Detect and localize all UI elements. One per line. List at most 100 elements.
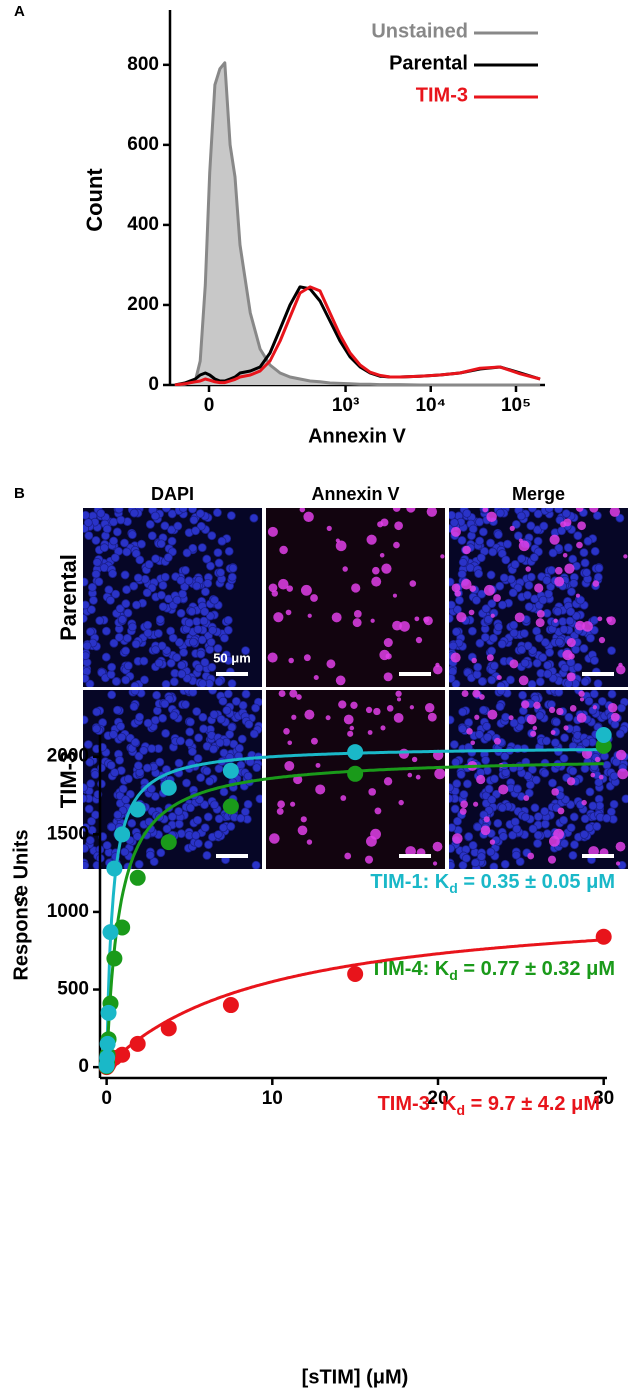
nucleus [539,521,549,531]
nucleus [243,799,253,809]
nucleus [145,519,155,529]
scale-bar [216,854,248,858]
nucleus [196,521,206,531]
annexin-cell [530,730,537,737]
nucleus [83,641,92,651]
panel-label: B [14,485,25,502]
nucleus [143,620,153,630]
nucleus [92,557,102,567]
nucleus [569,578,579,588]
annexin-cell [427,712,437,722]
nucleus [179,648,189,657]
nucleus [156,848,166,858]
nucleus [472,670,482,679]
annexin-cell [368,788,376,796]
point [99,1035,116,1052]
micrograph [83,508,262,687]
nucleus [158,581,168,590]
nucleus [123,633,132,643]
annexin-cell [353,609,362,618]
nucleus [495,702,505,711]
fit-subscript: d [456,1102,465,1118]
nucleus [472,595,481,605]
nucleus [540,638,550,647]
annexin-cell [374,807,382,815]
nucleus [538,595,548,605]
annexin-cell [454,590,462,597]
nucleus [570,840,579,850]
nucleus [510,817,520,827]
annexin-cell [279,545,288,555]
annexin-cell [623,554,628,559]
fit-annotation: TIM-4: Kd = 0.77 ± 0.32 μM [370,958,615,982]
nucleus [135,712,144,722]
nucleus [453,816,462,826]
annexin-cell [461,690,469,698]
micrograph [449,690,628,869]
nucleus [131,639,141,649]
nucleus [509,620,519,630]
annexin-cell [518,675,529,686]
nucleus [453,605,462,615]
annexin-cell [509,659,519,669]
nucleus [468,626,477,636]
scale-bar [216,672,248,676]
annexin-cell [267,526,278,537]
x-tick-label: 10⁵ [501,395,531,416]
nucleus [548,778,557,788]
nucleus [594,563,604,573]
nucleus [486,570,496,580]
annexin-cell [372,566,380,575]
nucleus [142,588,152,598]
nucleus [557,526,566,536]
nucleus [208,625,218,635]
nucleus [489,633,498,643]
nucleus [449,510,456,520]
nucleus [496,681,506,687]
nucleus [493,530,503,540]
nucleus [102,841,112,850]
annexin-cell [434,768,445,780]
nucleus [117,732,127,742]
nucleus [198,679,207,687]
nucleus [214,677,224,687]
nucleus [145,850,155,860]
point [114,826,131,843]
point [222,762,239,779]
nucleus [475,730,484,739]
nucleus [602,813,612,823]
nucleus [83,518,93,528]
nucleus [168,633,178,643]
nucleus [449,783,454,793]
nucleus [455,595,464,605]
nucleus [191,526,200,536]
annexin-cell [548,706,556,714]
nucleus [497,639,507,649]
nucleus [535,677,545,687]
nucleus [223,625,233,635]
nucleus [543,669,553,679]
legend-label: TIM-3 [416,84,468,106]
annexin-cell [370,618,375,623]
nucleus [569,812,579,822]
nucleus [576,595,585,605]
nucleus [224,546,234,556]
nucleus [83,614,88,623]
nucleus [471,858,480,868]
annexin-cell [300,584,312,596]
fit-prefix: TIM-1: K [370,871,449,893]
nucleus [540,806,550,816]
nucleus [199,724,208,734]
nucleus [155,757,165,767]
annexin-cell [423,616,433,626]
annexin-cell [476,774,486,785]
panel-label: C [14,890,25,907]
nucleus [506,675,515,685]
nucleus [495,508,505,518]
x-tick-label: 20 [427,1088,448,1109]
nucleus [120,570,130,580]
nucleus [193,815,203,825]
nucleus [174,806,184,816]
nucleus [222,705,232,715]
nucleus [147,744,157,753]
